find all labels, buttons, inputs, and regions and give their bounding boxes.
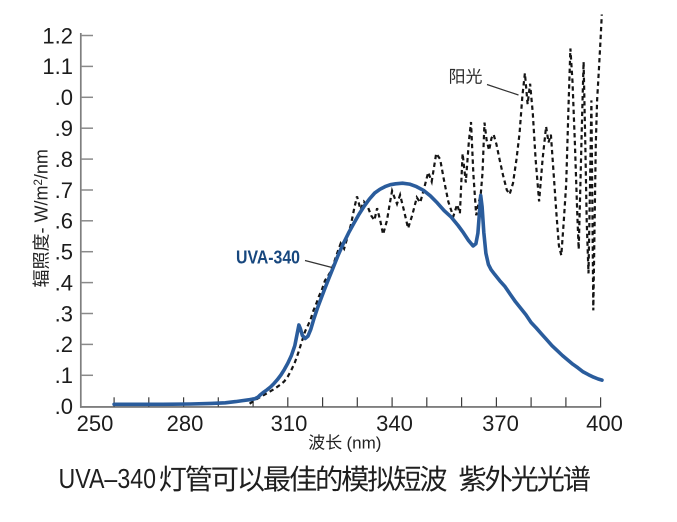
svg-text:1.1: 1.1 [42, 54, 73, 79]
svg-text:UVA-340: UVA-340 [236, 246, 300, 267]
svg-text:(nm): (nm) [347, 434, 382, 453]
svg-text:.3: .3 [55, 301, 73, 326]
svg-text:1.2: 1.2 [42, 23, 73, 48]
svg-text:.5: .5 [55, 240, 73, 265]
svg-text:.7: .7 [55, 178, 73, 203]
svg-text:UVA–340: UVA–340 [59, 463, 157, 494]
svg-text:340: 340 [376, 411, 413, 436]
svg-text:.8: .8 [55, 147, 73, 172]
svg-text:.0: .0 [55, 85, 73, 110]
svg-text:.0: .0 [55, 394, 73, 419]
svg-text:280: 280 [167, 411, 204, 436]
svg-text:.4: .4 [55, 270, 73, 295]
svg-text:370: 370 [482, 411, 519, 436]
svg-text:- W/m2/nm: - W/m2/nm [32, 149, 52, 233]
svg-text:.1: .1 [55, 363, 73, 388]
svg-text:310: 310 [271, 411, 308, 436]
svg-text:400: 400 [586, 411, 623, 436]
svg-text:.6: .6 [55, 209, 73, 234]
svg-text:.2: .2 [55, 332, 73, 357]
svg-text:250: 250 [77, 411, 114, 436]
svg-text:.9: .9 [55, 116, 73, 141]
